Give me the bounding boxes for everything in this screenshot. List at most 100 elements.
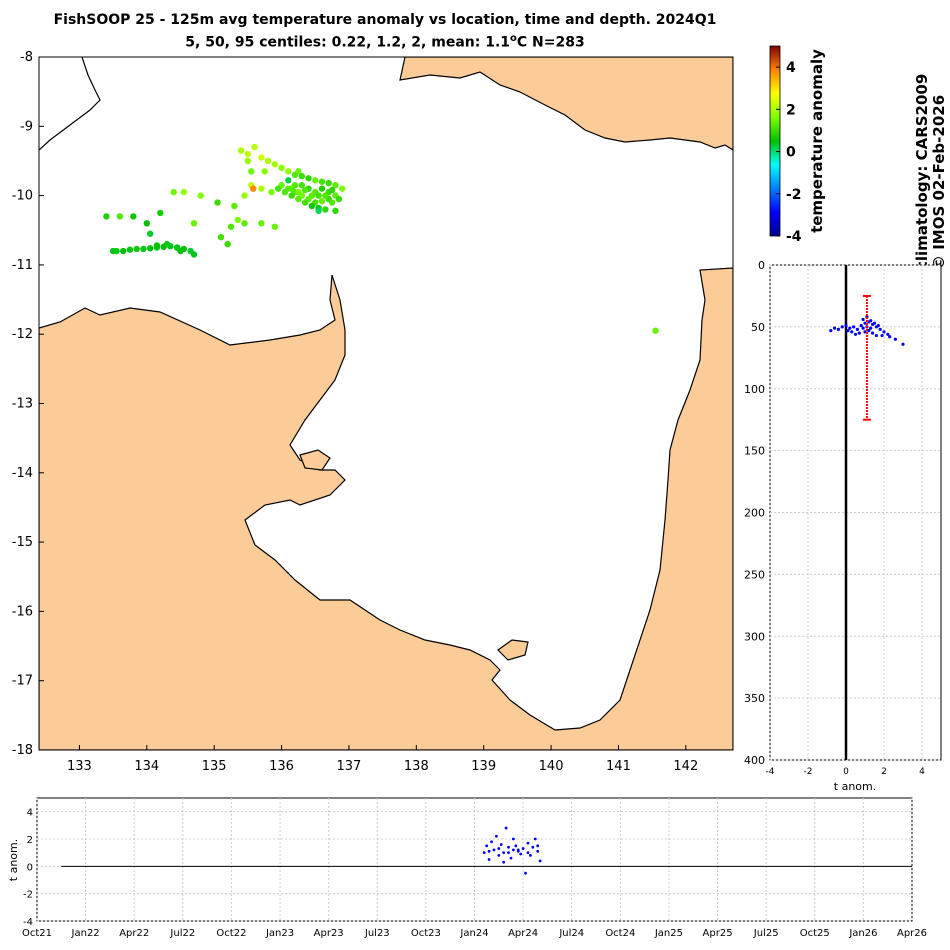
profile-point (867, 328, 871, 333)
timeseries-point (487, 849, 491, 853)
map-point (258, 154, 265, 161)
profile-point (869, 319, 873, 323)
map-point (241, 220, 248, 227)
map-point (325, 179, 332, 187)
profile-point (850, 330, 854, 334)
timeseries-point (538, 859, 542, 863)
map-point (227, 223, 235, 230)
map-xtick-label: 133 (67, 759, 92, 774)
map-xtick-label: 137 (337, 759, 362, 774)
degree-sign: o (510, 33, 517, 44)
map-point (315, 192, 322, 199)
timeseries-ytick-label: -4 (23, 917, 33, 928)
colorbar: 4 2 0 -2 -4 temperature anomaly (769, 45, 826, 245)
timeseries-point (511, 837, 515, 841)
timeseries-xtick-label: Jul22 (169, 928, 195, 939)
map-point (251, 143, 258, 151)
map-panel: 133 134 135 136 137 138 139 140 141 142 -8 -9 -10 -1… (12, 50, 734, 774)
timeseries-point (533, 837, 537, 841)
profile-point (844, 324, 848, 328)
map-ytick-label: -18 (12, 743, 33, 758)
timeseries-xtick-label: Apr26 (897, 928, 927, 939)
map-point (109, 247, 117, 255)
map-point (278, 164, 285, 172)
profile-point (876, 324, 880, 328)
profile-point (863, 330, 867, 334)
timeseries-point (521, 847, 525, 850)
profile-ytick-label: 400 (744, 754, 765, 767)
map-xtick-label: 140 (539, 759, 564, 774)
map-xtick-label: 135 (202, 759, 227, 774)
timeseries-ytick-label: 4 (27, 808, 33, 819)
timeseries-point (507, 851, 510, 855)
map-point (301, 186, 309, 194)
colorbar-tick-label: 2 (786, 102, 796, 118)
profile-point (882, 330, 886, 334)
map-xtick-label: 134 (134, 759, 159, 774)
timeseries-point (536, 844, 540, 848)
map-point (258, 220, 265, 227)
colorbar-tick-label: 0 (786, 145, 796, 161)
timeseries-xtick-label: Oct21 (22, 928, 52, 939)
profile-ytick-label: 150 (744, 445, 765, 458)
map-point (312, 177, 319, 184)
map-point (180, 188, 188, 196)
map-point (120, 247, 127, 255)
map-observation-points (103, 143, 659, 334)
timeseries-point (509, 856, 513, 860)
map-point (163, 240, 171, 248)
timeseries-point (504, 826, 508, 830)
timeseries-xtick-label: Oct24 (605, 928, 635, 939)
timeseries-point (536, 849, 540, 853)
map-point (153, 242, 161, 249)
timeseries-xtick-label: Oct23 (411, 928, 441, 939)
timeseries-xtick-label: Jan22 (71, 928, 100, 939)
map-point (157, 209, 164, 217)
profile-ytick-label: 100 (744, 383, 765, 396)
map-point (318, 197, 326, 205)
profile-point (893, 337, 898, 341)
profile-point (861, 326, 865, 330)
profile-point (855, 327, 860, 331)
map-point (214, 199, 221, 206)
timeseries-point (511, 848, 515, 852)
map-point (308, 202, 316, 210)
subtitle-count: C N=283 (516, 34, 585, 51)
map-point (298, 182, 305, 189)
map-point (274, 185, 282, 192)
map-point (146, 230, 154, 237)
map-point (328, 199, 336, 206)
timeseries-point (526, 841, 530, 845)
timeseries-xtick-label: Jan25 (654, 928, 683, 939)
island-groote (299, 449, 331, 471)
map-ytick-label: -15 (12, 535, 33, 550)
profile-point (848, 326, 852, 330)
timeseries-xtick-label: Apr25 (703, 928, 733, 939)
map-point (126, 246, 134, 253)
map-point (285, 168, 292, 175)
map-point (281, 188, 289, 196)
timeseries-ytick-label: -2 (23, 890, 33, 901)
map-point (173, 244, 181, 251)
profile-point (846, 328, 850, 333)
map-point (335, 195, 343, 203)
island-melville (39, 57, 101, 151)
map-point (248, 168, 255, 175)
map-point (285, 177, 292, 184)
map-point (298, 172, 305, 180)
timeseries-xtick-label: Apr22 (119, 928, 149, 939)
profile-xtick-label: 2 (881, 767, 887, 777)
timeseries-anomaly-axis: 4 2 0 -2 -4 (23, 808, 33, 928)
timeseries-xtick-label: Jul25 (753, 928, 779, 939)
map-xtick-label: 142 (673, 759, 698, 774)
map-point (133, 245, 140, 253)
timeseries-point (529, 854, 532, 857)
profile-ytick-label: 350 (744, 692, 765, 705)
chart-subtitle: 5, 50, 95 centiles: 0.22, 1.2, 2, mean: … (0, 33, 770, 51)
map-point (328, 186, 336, 194)
profile-point (901, 342, 905, 346)
timeseries-point (524, 871, 527, 875)
colorbar-tick-label: 4 (786, 60, 796, 76)
timeseries-point (482, 851, 486, 855)
